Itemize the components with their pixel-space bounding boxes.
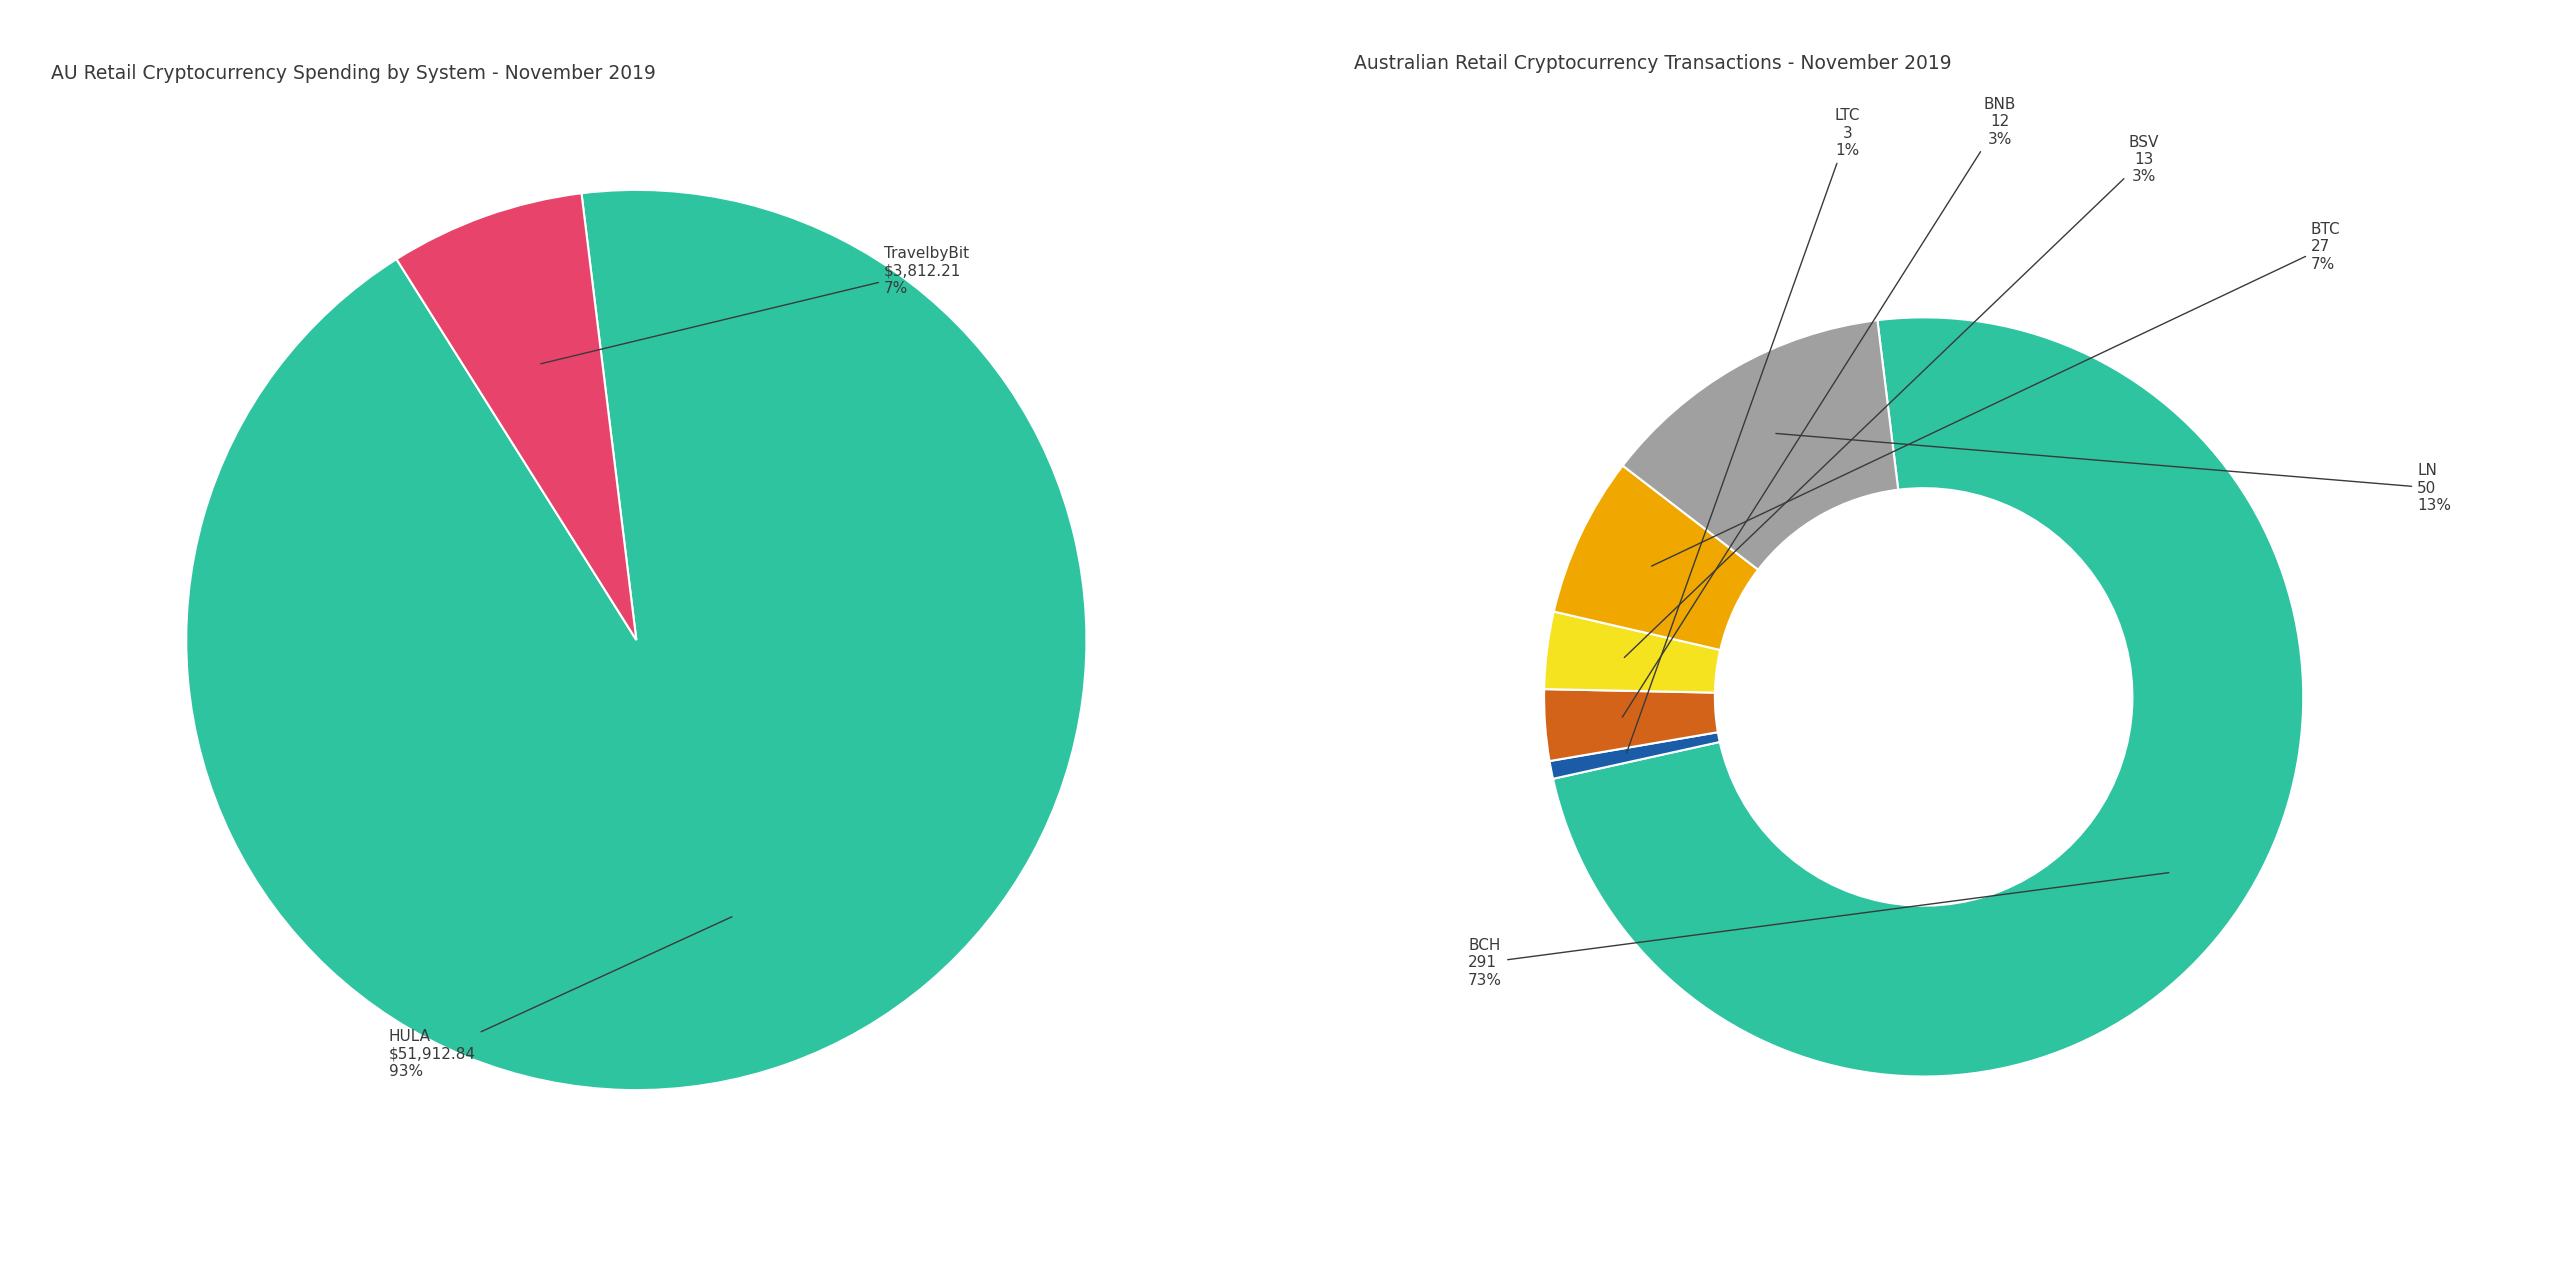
Text: BTC
27
7%: BTC 27 7% bbox=[1651, 221, 2340, 566]
Wedge shape bbox=[397, 193, 637, 640]
Wedge shape bbox=[1623, 320, 1897, 570]
Text: BNB
12
3%: BNB 12 3% bbox=[1623, 97, 2015, 717]
Text: LN
50
13%: LN 50 13% bbox=[1777, 434, 2450, 513]
Text: HULA
$51,912.84
93%: HULA $51,912.84 93% bbox=[389, 916, 732, 1079]
Wedge shape bbox=[1544, 612, 1720, 692]
Text: LTC
3
1%: LTC 3 1% bbox=[1626, 108, 1861, 753]
Text: BSV
13
3%: BSV 13 3% bbox=[1623, 134, 2158, 658]
Text: TravelbyBit
$3,812.21
7%: TravelbyBit $3,812.21 7% bbox=[540, 246, 970, 364]
Wedge shape bbox=[187, 189, 1085, 1091]
Wedge shape bbox=[1544, 689, 1718, 762]
Text: BCH
291
73%: BCH 291 73% bbox=[1467, 873, 2168, 988]
Wedge shape bbox=[1554, 317, 2304, 1076]
Wedge shape bbox=[1549, 732, 1720, 778]
Wedge shape bbox=[1554, 466, 1759, 650]
Text: AU Retail Cryptocurrency Spending by System - November 2019: AU Retail Cryptocurrency Spending by Sys… bbox=[51, 64, 655, 83]
Text: Australian Retail Cryptocurrency Transactions - November 2019: Australian Retail Cryptocurrency Transac… bbox=[1354, 54, 1951, 73]
